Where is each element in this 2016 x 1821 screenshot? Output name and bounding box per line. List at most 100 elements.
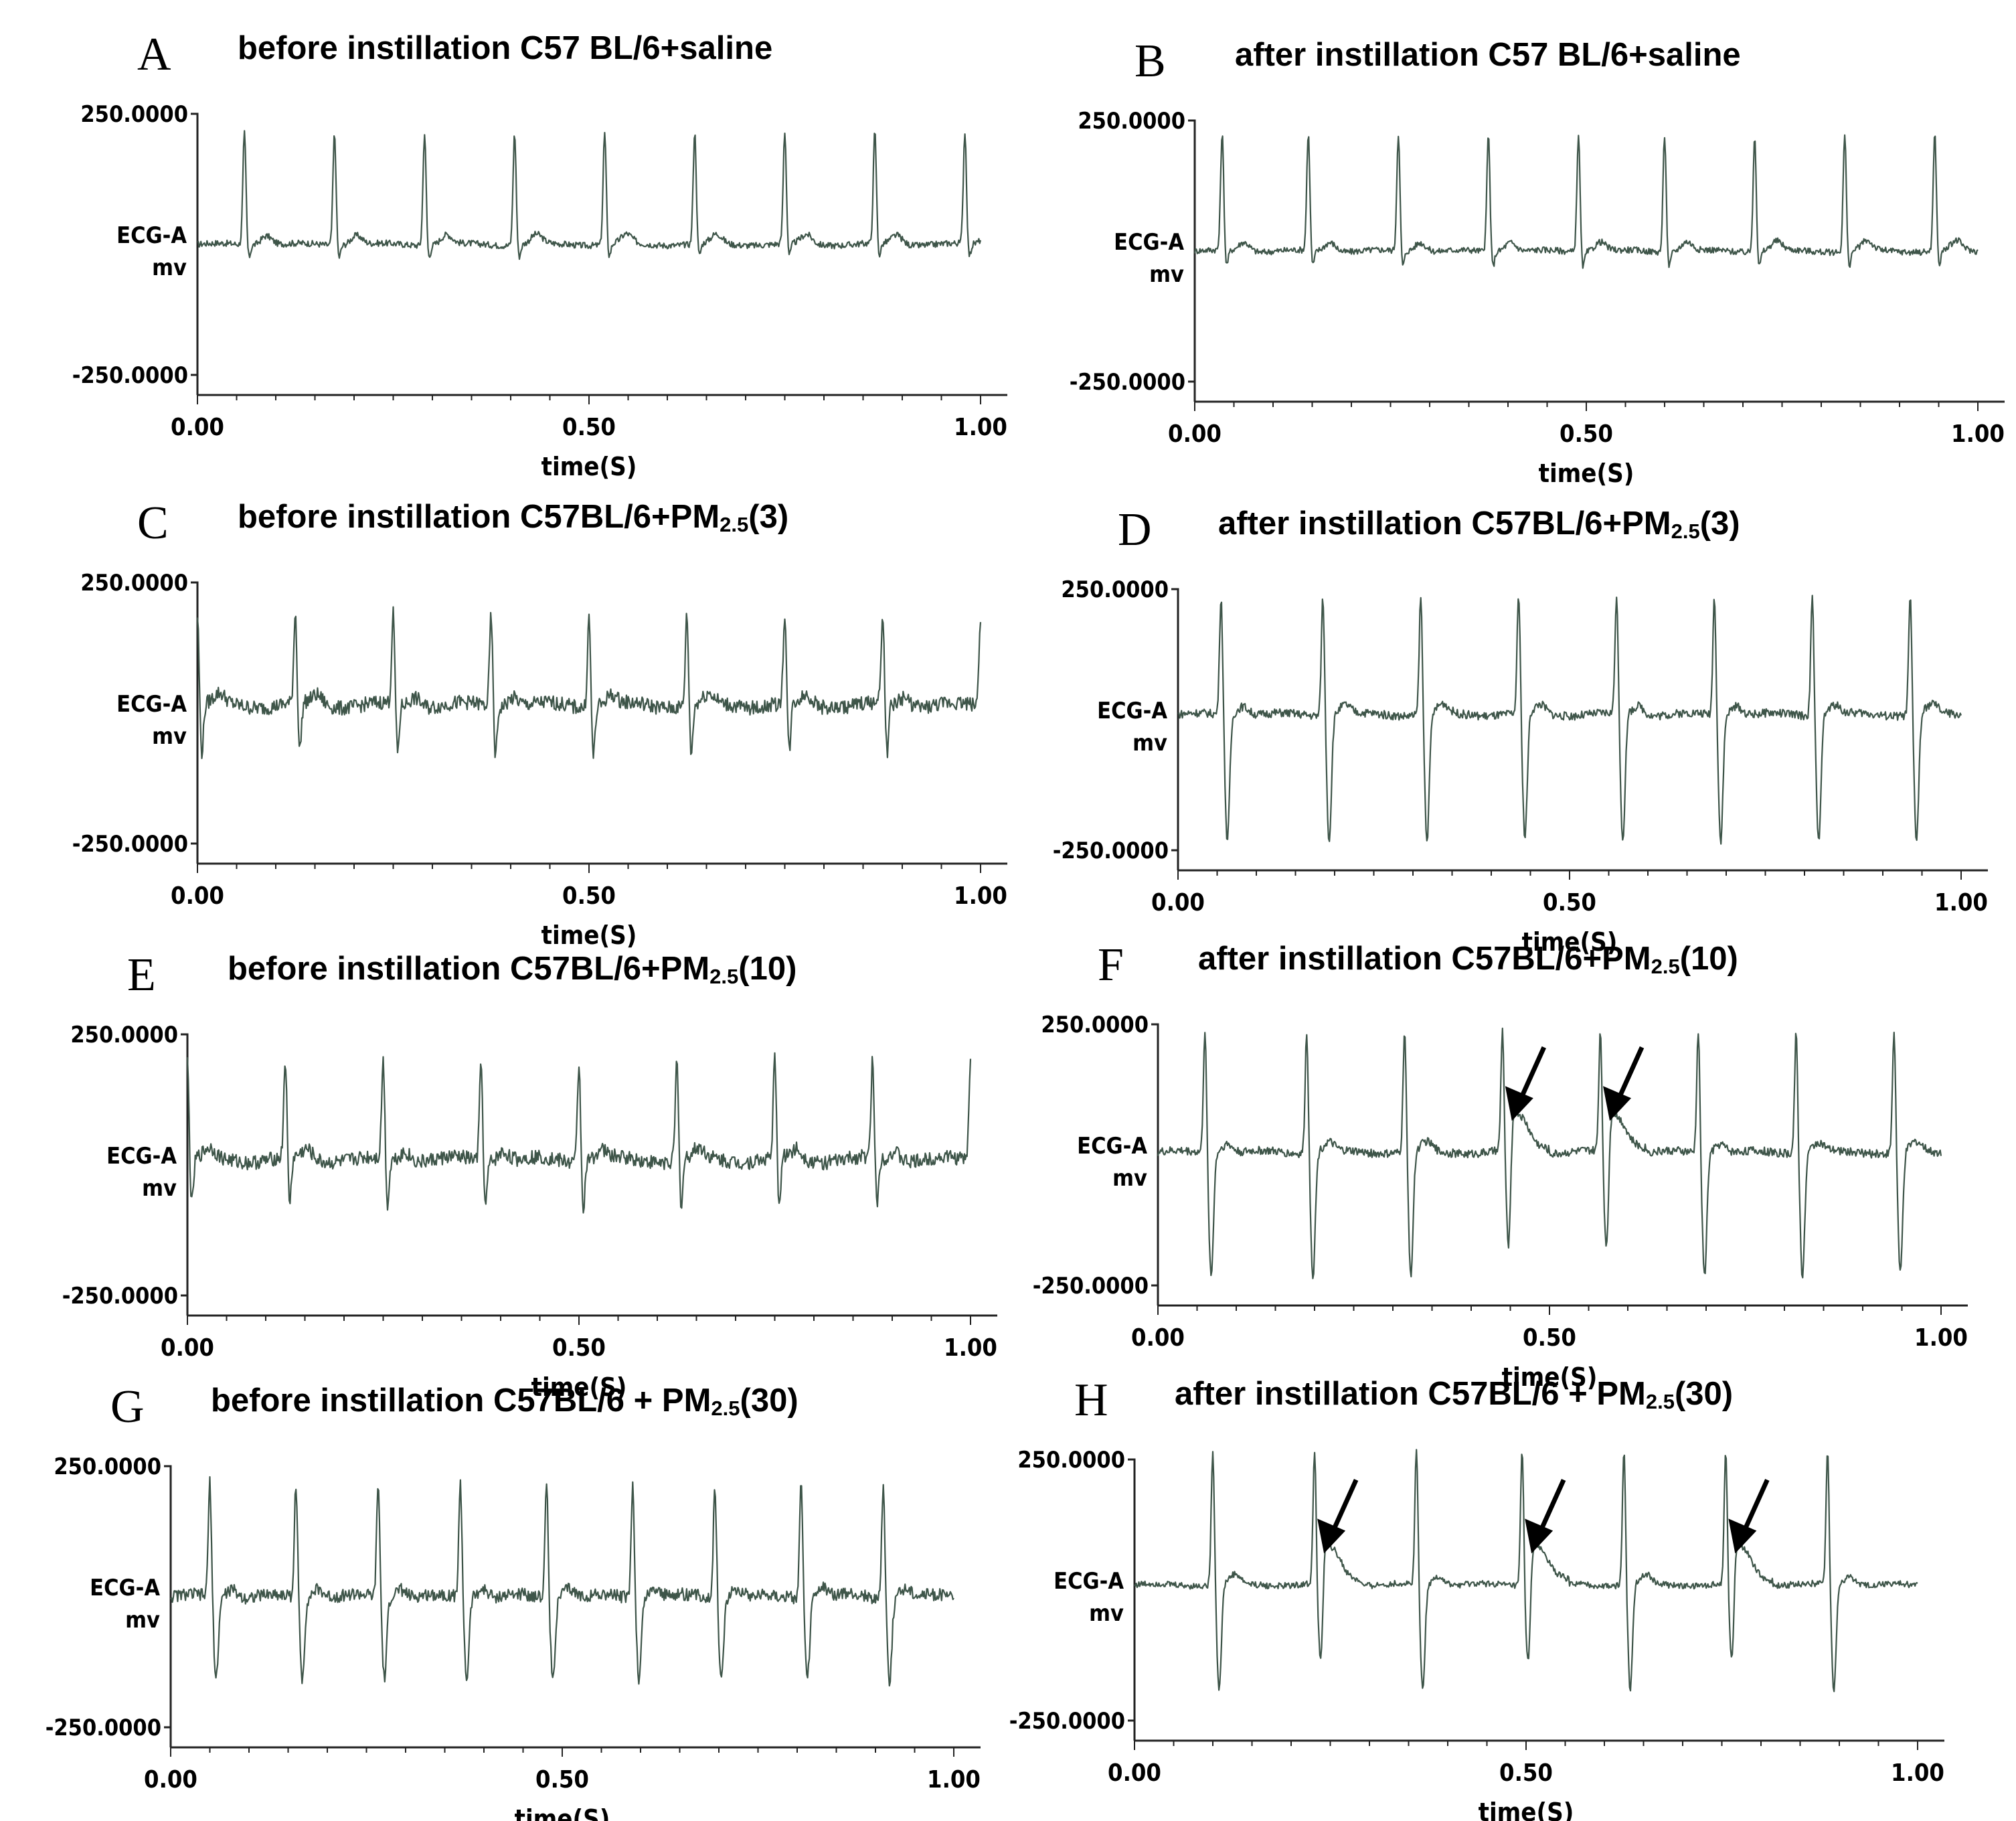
ecg-trace bbox=[196, 606, 982, 759]
y-axis-label: mv bbox=[1112, 1165, 1147, 1192]
ecg-trace bbox=[197, 130, 982, 260]
x-tick-label: 1.00 bbox=[944, 1334, 997, 1362]
x-tick-label: 1.00 bbox=[954, 414, 1007, 441]
y-axis-label: mv bbox=[1149, 261, 1184, 288]
ecg-plot: 0.00 0.50 1.00 time(S) 250.0000 -250.0000 ECG-… bbox=[1070, 108, 2005, 488]
y-axis-label: mv bbox=[1132, 730, 1167, 757]
x-tick-label: 1.00 bbox=[1914, 1324, 1968, 1352]
panel-title: after instillation C57BL/6+PM2.5(3) bbox=[1218, 505, 1740, 543]
y-tick-label: -250.0000 bbox=[72, 831, 188, 858]
annotation-arrow bbox=[1728, 1478, 1770, 1554]
panel-title: after instillation C57BL/6 + PM2.5(30) bbox=[1175, 1376, 1734, 1413]
x-axis-label: time(S) bbox=[1479, 1798, 1574, 1821]
y-axis-line bbox=[191, 112, 199, 395]
y-tick-label: -250.0000 bbox=[46, 1715, 161, 1741]
ecg-trace bbox=[1177, 595, 1962, 845]
panel-title: after instillation C57 BL/6+saline bbox=[1235, 37, 1741, 73]
x-tick-label: 1.00 bbox=[927, 1766, 981, 1794]
ecg-trace bbox=[186, 1052, 972, 1214]
ecg-panel-c: 0.00 0.50 1.00 time(S) 250.0000 -250.0000 ECG-… bbox=[72, 482, 1007, 950]
y-axis-line bbox=[164, 1465, 172, 1747]
annotation-arrow bbox=[1505, 1046, 1546, 1121]
y-tick-label: 250.0000 bbox=[1078, 108, 1185, 135]
ecg-panel-h: 0.00 0.50 1.00 time(S) 250.0000 -250.0000 ECG-… bbox=[1009, 1359, 1991, 1821]
y-tick-label: 250.0000 bbox=[1061, 576, 1169, 603]
y-tick-label: 250.0000 bbox=[54, 1453, 161, 1480]
x-axis-label: time(S) bbox=[1522, 927, 1618, 957]
y-axis-label: ECG-A bbox=[90, 1575, 160, 1601]
y-tick-label: -250.0000 bbox=[1053, 838, 1169, 864]
y-tick-label: -250.0000 bbox=[62, 1283, 178, 1310]
y-tick-label: -250.0000 bbox=[1033, 1273, 1149, 1299]
ecg-panel-b: 0.00 0.50 1.00 time(S) 250.0000 -250.0000 ECG-… bbox=[1070, 20, 2005, 488]
x-tick-label: 0.50 bbox=[1499, 1759, 1553, 1787]
x-tick-label: 1.00 bbox=[1934, 889, 1988, 917]
x-tick-label: 1.00 bbox=[1951, 420, 2005, 448]
panel-title: before instillation C57BL/6+PM2.5(10) bbox=[228, 951, 797, 988]
ecg-plot: 0.00 0.50 1.00 time(S) 250.0000 -250.0000 ECG-… bbox=[1009, 1447, 1944, 1821]
panel-title: after instillation C57BL/6+PM2.5(10) bbox=[1198, 941, 1738, 978]
ecg-plot: 0.00 0.50 1.00 time(S) 250.0000 -250.0000 ECG-… bbox=[72, 101, 1007, 481]
y-axis-label: ECG-A bbox=[1097, 698, 1167, 724]
ecg-plot: 0.00 0.50 1.00 time(S) 250.0000 -250.0000 ECG-… bbox=[1033, 1012, 1968, 1392]
x-tick-label: 0.00 bbox=[161, 1334, 214, 1362]
ecg-trace bbox=[1134, 1449, 1918, 1692]
y-axis-label: ECG-A bbox=[106, 1143, 177, 1170]
annotation-arrow bbox=[1525, 1478, 1566, 1554]
x-tick-label: 0.00 bbox=[171, 414, 224, 441]
ecg-plot: 0.00 0.50 1.00 time(S) 250.0000 -250.0000 ECG-… bbox=[1053, 576, 1988, 957]
y-axis-label: mv bbox=[125, 1607, 160, 1634]
panel-title: before instillation C57BL/6+PM2.5(3) bbox=[238, 499, 789, 536]
x-tick-label: 0.50 bbox=[1560, 420, 1613, 448]
x-tick-label: 0.00 bbox=[144, 1766, 197, 1794]
y-tick-label: 250.0000 bbox=[70, 1022, 178, 1048]
ecg-panel-f: 0.00 0.50 1.00 time(S) 250.0000 -250.0000 ECG-… bbox=[1033, 924, 1988, 1392]
x-tick-label: 0.50 bbox=[1523, 1324, 1576, 1352]
x-axis-label: time(S) bbox=[541, 452, 637, 481]
y-axis-label: mv bbox=[152, 723, 187, 750]
panel-letter: B bbox=[1135, 35, 1166, 87]
y-tick-label: -250.0000 bbox=[1009, 1708, 1125, 1735]
ecg-panel-a: 0.00 0.50 1.00 time(S) 250.0000 -250.0000 ECG-… bbox=[72, 13, 1007, 481]
ecg-trace bbox=[1157, 1027, 1942, 1279]
y-tick-label: -250.0000 bbox=[72, 362, 188, 389]
ecg-trace bbox=[1193, 134, 1979, 269]
y-axis-label: mv bbox=[142, 1175, 177, 1202]
y-tick-label: -250.0000 bbox=[1070, 369, 1185, 396]
y-tick-label: 250.0000 bbox=[80, 101, 188, 128]
x-axis-label: time(S) bbox=[541, 921, 637, 950]
y-axis-label: mv bbox=[152, 254, 187, 281]
ecg-plot: 0.00 0.50 1.00 time(S) 250.0000 -250.0000 ECG-… bbox=[72, 570, 1007, 950]
panel-letter: F bbox=[1098, 939, 1124, 991]
y-axis-label: ECG-A bbox=[1054, 1568, 1124, 1595]
annotation-arrow bbox=[1317, 1478, 1359, 1554]
panel-letter: E bbox=[127, 949, 156, 1001]
ecg-trace bbox=[170, 1476, 954, 1687]
x-tick-label: 0.00 bbox=[171, 882, 224, 910]
annotation-arrow bbox=[1603, 1046, 1645, 1121]
y-axis-line bbox=[181, 1033, 189, 1316]
x-axis-label: time(S) bbox=[1539, 459, 1634, 488]
x-axis-label: time(S) bbox=[515, 1804, 610, 1821]
ecg-panel-g: 0.00 0.50 1.00 time(S) 250.0000 -250.0000 ECG-… bbox=[46, 1366, 994, 1821]
ecg-panel-d: 0.00 0.50 1.00 time(S) 250.0000 -250.0000 ECG-… bbox=[1053, 489, 1988, 957]
x-axis-label: time(S) bbox=[531, 1372, 627, 1402]
y-tick-label: 250.0000 bbox=[80, 570, 188, 597]
x-tick-label: 0.50 bbox=[562, 414, 616, 441]
panel-letter: G bbox=[110, 1381, 145, 1433]
panel-title: before instillation C57BL/6 + PM2.5(30) bbox=[211, 1382, 799, 1420]
x-tick-label: 0.50 bbox=[552, 1334, 606, 1362]
x-tick-label: 0.50 bbox=[1543, 889, 1596, 917]
x-tick-label: 0.00 bbox=[1108, 1759, 1161, 1787]
x-axis-label: time(S) bbox=[1502, 1362, 1598, 1392]
y-axis-line bbox=[1171, 588, 1179, 870]
x-tick-label: 0.50 bbox=[535, 1766, 589, 1794]
y-axis-line bbox=[191, 581, 199, 864]
x-tick-label: 0.00 bbox=[1131, 1324, 1185, 1352]
y-axis-label: ECG-A bbox=[116, 222, 187, 249]
y-axis-label: ECG-A bbox=[116, 691, 187, 718]
y-tick-label: 250.0000 bbox=[1041, 1012, 1149, 1038]
ecg-plot: 0.00 0.50 1.00 time(S) 250.0000 -250.0000 ECG-… bbox=[46, 1453, 981, 1821]
y-axis-line bbox=[1151, 1023, 1159, 1305]
y-axis-label: mv bbox=[1089, 1600, 1124, 1627]
